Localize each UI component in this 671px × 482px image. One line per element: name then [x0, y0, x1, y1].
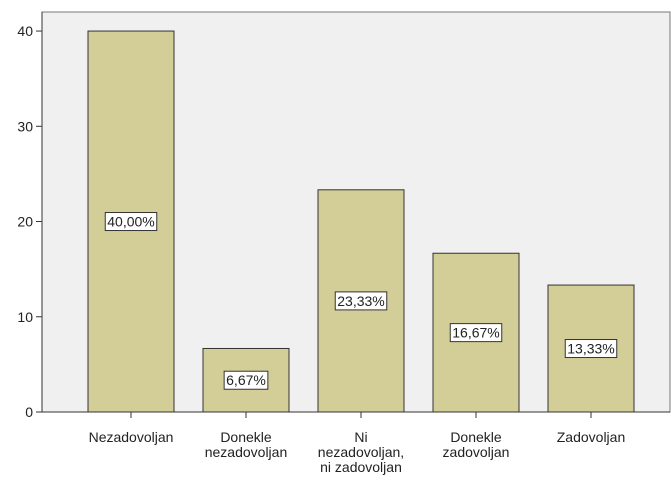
x-tick-label: Zadovoljan: [557, 429, 626, 445]
value-label-box: [564, 339, 618, 359]
x-tick-label: Nezadovoljan: [89, 429, 174, 445]
value-label-box: [334, 291, 388, 311]
x-tick-label: Ni nezadovoljan, ni zadovoljan: [318, 429, 404, 475]
bar: [202, 347, 290, 413]
value-label-box: [104, 212, 158, 232]
value-label: 6,67%: [226, 372, 266, 388]
value-label-box: [449, 323, 503, 343]
value-label: 23,33%: [337, 293, 384, 309]
y-tick-label: 10: [17, 309, 33, 325]
value-label: 13,33%: [567, 341, 614, 357]
x-tick-label: Donekle nezadovoljan: [205, 429, 288, 460]
y-tick-label: 40: [17, 23, 33, 39]
value-label: 40,00%: [107, 214, 154, 230]
value-label-box: [223, 370, 269, 390]
y-tick-label: 0: [25, 404, 33, 420]
y-tick-label: 30: [17, 118, 33, 134]
x-tick-label: Donekle zadovoljan: [443, 429, 510, 460]
y-tick-label: 20: [17, 214, 33, 230]
value-label: 16,67%: [452, 325, 499, 341]
